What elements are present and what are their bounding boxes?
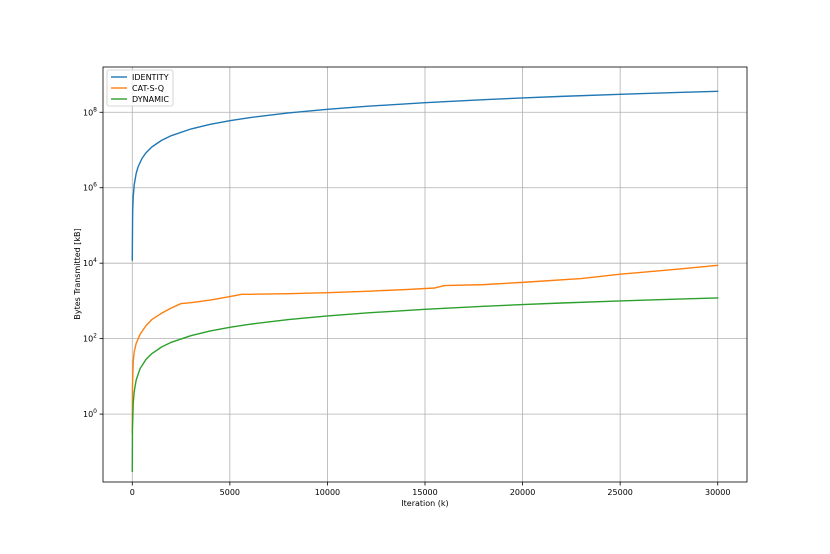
legend-label: IDENTITY <box>132 73 169 82</box>
grid <box>103 67 747 482</box>
x-tick-label: 0 <box>130 488 135 497</box>
y-tick-label-base: 10 <box>83 335 93 344</box>
series-line-dynamic <box>131 297 719 473</box>
y-tick-label-base: 10 <box>83 259 93 268</box>
y-tick-label: 102 <box>83 333 97 344</box>
y-tick-label-exponent: 6 <box>93 182 97 189</box>
legend: IDENTITY CAT-S-Q DYNAMIC <box>106 69 174 107</box>
series-lines <box>131 90 719 473</box>
y-tick-label-base: 10 <box>83 184 93 193</box>
legend-label: DYNAMIC <box>132 95 169 104</box>
y-tick-label-exponent: 2 <box>93 333 97 340</box>
y-tick-label: 108 <box>83 106 97 117</box>
x-axis-label: Iteration (k) <box>401 499 448 508</box>
ticks: 0 5000 10000 15000 20000 25000 300001001021041… <box>83 106 730 497</box>
x-tick-label: 25000 <box>607 488 632 497</box>
x-tick-label: 5000 <box>220 488 240 497</box>
x-tick-label: 10000 <box>315 488 340 497</box>
y-tick-label: 104 <box>83 257 97 268</box>
y-tick-label: 100 <box>83 408 97 419</box>
y-tick-label-exponent: 4 <box>93 257 97 264</box>
x-tick-label: 30000 <box>705 488 730 497</box>
y-tick-label-base: 10 <box>83 410 93 419</box>
x-tick-label: 15000 <box>412 488 437 497</box>
y-tick-label-base: 10 <box>83 108 93 117</box>
y-tick-label-exponent: 0 <box>93 408 97 415</box>
y-axis-label: Bytes Transmitted [kB] <box>73 228 82 319</box>
legend-box <box>106 69 174 107</box>
x-tick-label: 20000 <box>510 488 535 497</box>
legend-label: CAT-S-Q <box>132 84 164 93</box>
series-line-cat-s-q <box>131 264 719 435</box>
y-tick-label-exponent: 8 <box>93 106 97 113</box>
series-line-identity <box>131 90 719 261</box>
y-tick-label: 106 <box>83 182 97 193</box>
